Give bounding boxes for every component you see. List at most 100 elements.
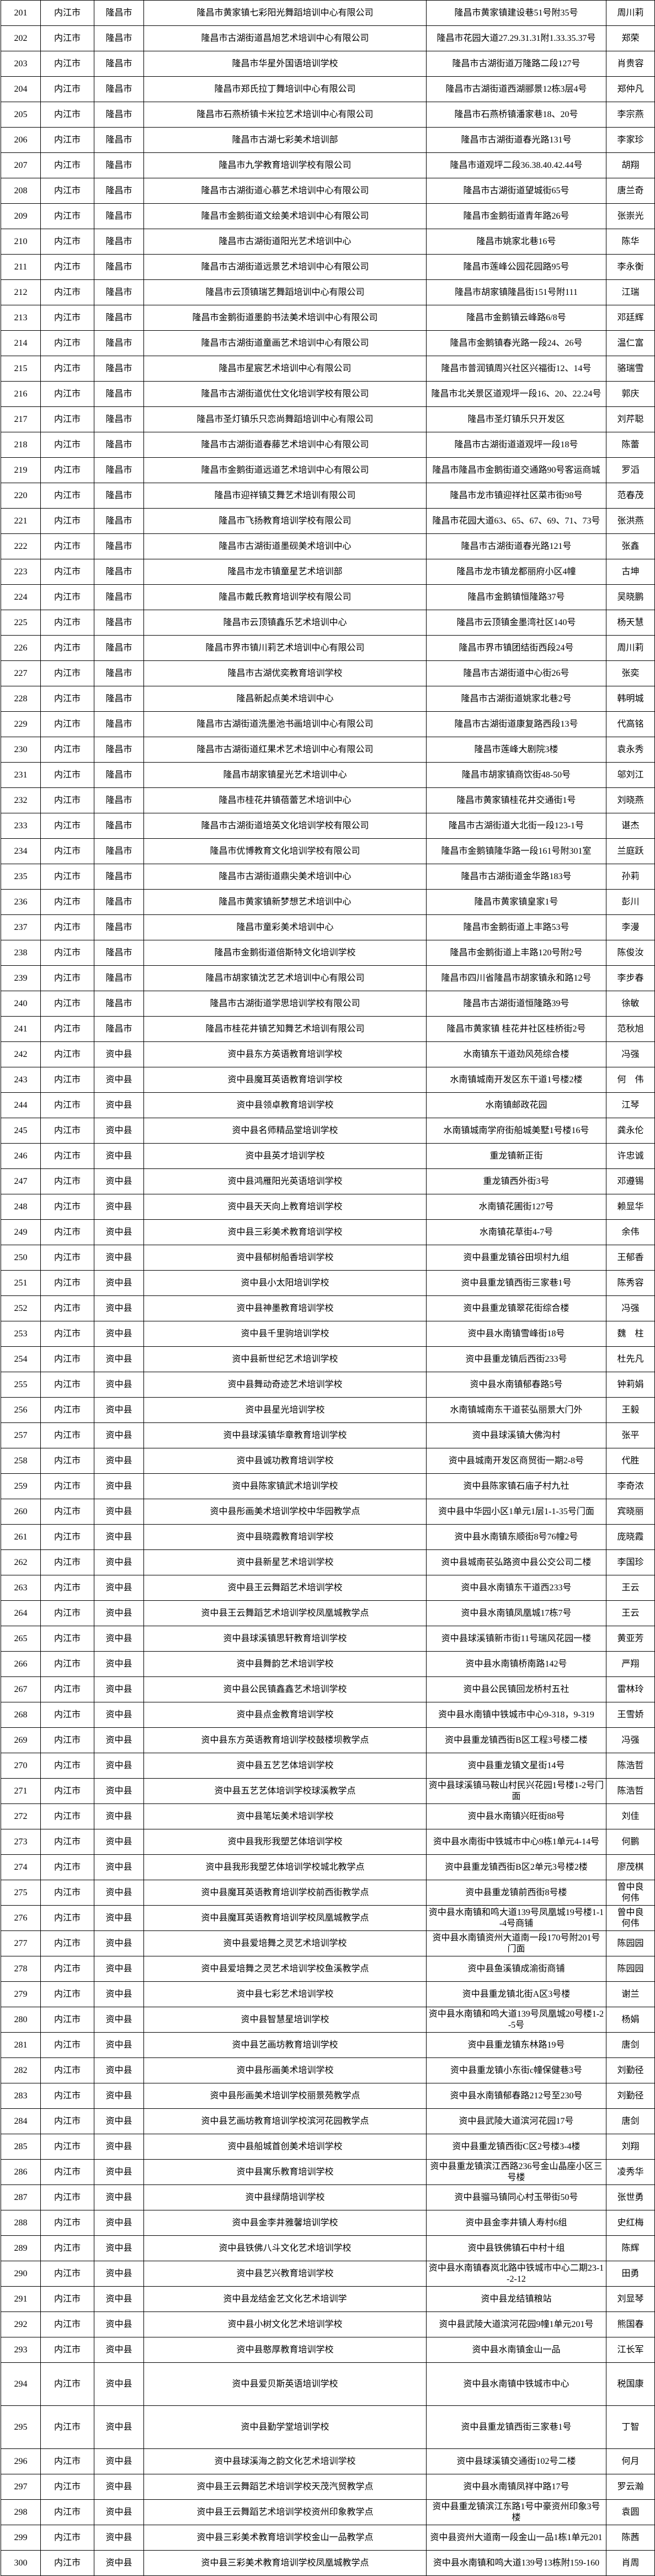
row-number-cell: 269 (1, 1727, 41, 1753)
address-cell: 资中县水南镇和鸣大道139号凤凰城20号楼1-2-5号 (426, 2007, 606, 2033)
row-number-cell: 203 (1, 51, 41, 77)
city-cell: 内江市 (40, 1956, 94, 1982)
institution-name-cell: 资中县球溪镇华章教育培训学校 (143, 1422, 427, 1448)
table-row: 279 内江市 资中县 资中县七彩艺术培训学校 资中县重龙镇北街A区3号楼 谢兰 (1, 1981, 655, 2007)
row-number-cell: 275 (1, 1880, 41, 1906)
contact-name-cell: 刘晓燕 (606, 787, 655, 813)
address-cell: 资中县城南开发区商贸街一期2-8号 (426, 1448, 606, 1474)
address-cell: 隆昌市姚家北巷16号 (426, 229, 606, 255)
row-number-cell: 268 (1, 1702, 41, 1728)
row-number-cell: 240 (1, 991, 41, 1017)
county-cell: 资中县 (94, 2261, 144, 2287)
table-row: 262 内江市 资中县 资中县新星艺术培训学校 资中县城南苌弘路资中县公交公司二楼 李国珍 (1, 1549, 655, 1575)
contact-name-cell: 李步春 (606, 965, 655, 991)
row-number-cell: 289 (1, 2235, 41, 2261)
address-cell: 隆昌市黄家镇建设巷51号附35号 (426, 0, 606, 26)
city-cell: 内江市 (40, 1600, 94, 1626)
address-cell: 隆昌市黄家镇皇家1号 (426, 889, 606, 915)
city-cell: 内江市 (40, 1245, 94, 1271)
table-row: 254 内江市 资中县 资中县新世纪艺术培训学校 资中县重龙镇后西街233号 杜先凡 (1, 1346, 655, 1372)
institution-name-cell: 隆昌市古湖街道阳光艺术培训中心 (143, 229, 427, 255)
address-cell: 重龙镇新正街 (426, 1143, 606, 1169)
institution-name-cell: 隆昌市古湖街道远景艺术培训中心有限公司 (143, 254, 427, 280)
institution-name-cell: 资中县晓霞教育培训学校 (143, 1524, 427, 1550)
county-cell: 资中县 (94, 1981, 144, 2007)
contact-name-cell: 周川莉 (606, 0, 655, 26)
county-cell: 隆昌市 (94, 457, 144, 483)
table-row: 255 内江市 资中县 资中县舞动奇迹艺术培训学校 资中县水南镇郁春路5号 钟莉娟 (1, 1372, 655, 1398)
address-cell: 资中县水南镇兴旺街88号 (426, 1803, 606, 1829)
row-number-cell: 209 (1, 203, 41, 229)
table-row: 224 内江市 隆昌市 隆昌市戴氏教育培训学校有限公司 隆昌市金鹅镇恒隆路37号 吴晓鹏 (1, 584, 655, 610)
county-cell: 隆昌市 (94, 914, 144, 940)
city-cell: 内江市 (40, 1041, 94, 1067)
address-cell: 资中县重龙镇翠花街综合楼 (426, 1295, 606, 1321)
city-cell: 内江市 (40, 1651, 94, 1677)
county-cell: 资中县 (94, 1626, 144, 1652)
institution-name-cell: 资中县新世纪艺术培训学校 (143, 1346, 427, 1372)
institution-name-cell: 资中县船城首创美术培训学校 (143, 2134, 427, 2160)
address-cell: 资中县武陵大道滨河花园17号 (426, 2108, 606, 2134)
county-cell: 隆昌市 (94, 940, 144, 966)
county-cell: 资中县 (94, 1880, 144, 1906)
institution-name-cell: 资中县龙结金艺文化艺术培训学 (143, 2286, 427, 2312)
city-cell: 内江市 (40, 1626, 94, 1652)
county-cell: 资中县 (94, 1143, 144, 1169)
address-cell: 资中县水南镇桥南路142号 (426, 1651, 606, 1677)
address-cell: 资中县水南镇东顺街8号76幢2号 (426, 1524, 606, 1550)
institution-name-cell: 隆昌市古湖优奕教育培训学校 (143, 660, 427, 686)
city-cell: 内江市 (40, 203, 94, 229)
table-row: 275 内江市 资中县 资中县魔耳英语教育培训学校前西街教学点 资中县重龙镇前西街8号楼… (1, 1880, 655, 1906)
row-number-cell: 207 (1, 152, 41, 178)
city-cell: 内江市 (40, 254, 94, 280)
county-cell: 隆昌市 (94, 660, 144, 686)
contact-name-cell: 孙莉 (606, 864, 655, 890)
city-cell: 内江市 (40, 305, 94, 331)
county-cell: 隆昌市 (94, 330, 144, 356)
address-cell: 隆昌市圣灯镇乐只开发区 (426, 406, 606, 432)
institution-name-cell: 资中县彤画美术培训学校中华园教学点 (143, 1499, 427, 1525)
table-row: 230 内江市 隆昌市 隆昌市古湖街道红果术艺术培训中心有限公司 隆昌市莲峰大剧院3楼袁… (1, 737, 655, 763)
contact-name-cell: 余伟 (606, 1219, 655, 1245)
row-number-cell: 263 (1, 1575, 41, 1601)
city-cell: 内江市 (40, 1727, 94, 1753)
institution-name-cell: 资中县三彩美术教育培训学校凤凰城教学点 (143, 2550, 427, 2576)
table-row: 220 内江市 隆昌市 隆昌市迎祥镇艾舞艺术培训有限公司 隆昌市龙市镇迎祥社区菜市街98… (1, 483, 655, 509)
address-cell: 隆昌市莲峰公园花园路95号 (426, 254, 606, 280)
institution-name-cell: 资中县王云舞蹈艺术培训学校 (143, 1575, 427, 1601)
city-cell: 内江市 (40, 1143, 94, 1169)
row-number-cell: 208 (1, 178, 41, 204)
table-row: 206 内江市 隆昌市 隆昌市古湖七彩美术培训部 隆昌市古湖街道春光路131号 李家珍 (1, 127, 655, 153)
city-cell: 内江市 (40, 940, 94, 966)
address-cell: 资中县公民镇回龙桥村五社 (426, 1676, 606, 1702)
table-row: 289 内江市 资中县 资中县铁佛八斗文化艺术培训学校 资中县铁佛镇石中村十组 陈辉 (1, 2235, 655, 2261)
contact-name-cell: 陈园园 (606, 1930, 655, 1956)
contact-name-cell: 雷林玲 (606, 1676, 655, 1702)
row-number-cell: 270 (1, 1753, 41, 1779)
row-number-cell: 262 (1, 1549, 41, 1575)
table-row: 241 内江市 隆昌市 隆昌市桂花井镇艺知舞艺术培训有限公司 隆昌市黄家镇 桂花井社区桂… (1, 1016, 655, 1042)
county-cell: 隆昌市 (94, 0, 144, 26)
county-cell: 资中县 (94, 2184, 144, 2210)
row-number-cell: 288 (1, 2210, 41, 2236)
address-cell: 隆昌市四川省隆昌市胡家镇永和路12号 (426, 965, 606, 991)
row-number-cell: 223 (1, 559, 41, 585)
table-row: 236 内江市 隆昌市 隆昌市黄家镇新梦想艺术培训中心 隆昌市黄家镇皇家1号 彭川 (1, 889, 655, 915)
county-cell: 资中县 (94, 1778, 144, 1804)
institution-name-cell: 隆昌市戴氏教育培训学校有限公司 (143, 584, 427, 610)
institution-name-cell: 资中县艺兴教育培训学校 (143, 2261, 427, 2287)
address-cell: 隆昌市花园大道27.29.31.31附1.33.35.37号 (426, 25, 606, 51)
city-cell: 内江市 (40, 2235, 94, 2261)
address-cell: 资中县资州大道南一段金山一品1栋1单元201 (426, 2525, 606, 2551)
county-cell: 资中县 (94, 1372, 144, 1398)
table-row: 253 内江市 资中县 资中县千里驹培训学校 资中县水南镇雪峰街18号魏 柱 (1, 1321, 655, 1347)
contact-name-cell: 刘佳 (606, 1803, 655, 1829)
table-row: 244 内江市 资中县 资中县领卓教育培训学校 水南镇邮政花园 江琴 (1, 1092, 655, 1118)
county-cell: 隆昌市 (94, 178, 144, 204)
city-cell: 内江市 (40, 914, 94, 940)
table-row: 259 内江市 资中县 资中县陈家镇武术培训学校 资中县陈家镇石庙子村九社 李奇浓 (1, 1473, 655, 1499)
row-number-cell: 202 (1, 25, 41, 51)
table-row: 202 内江市 隆昌市 隆昌市古湖街道昌旭艺术培训中心有限公司 隆昌市花园大道27.29… (1, 25, 655, 51)
address-cell: 隆昌市金鹅镇春光路一段24、26号 (426, 330, 606, 356)
table-row: 256 内江市 资中县 资中县星光培训学校 水南镇城南东干道苌弘丽景大门外 王毅 (1, 1397, 655, 1423)
